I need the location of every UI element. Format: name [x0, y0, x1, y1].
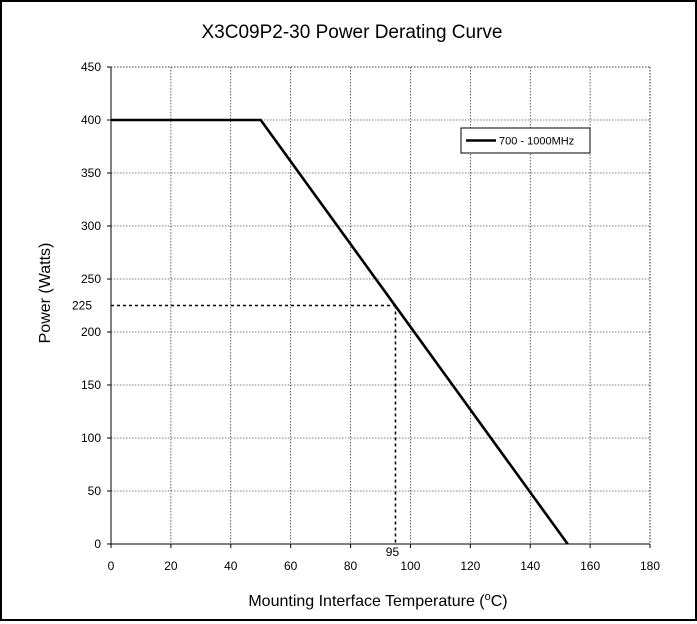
x-axis-label-main: Mounting Interface Temperature ( [248, 593, 485, 610]
x-tick-label: 40 [224, 559, 238, 573]
x-tick-labels: 0 20 40 60 80 100 120 140 160 180 [108, 559, 661, 573]
x-tick-label: 120 [460, 559, 480, 573]
x-tick-label: 0 [108, 559, 115, 573]
y-tick-labels: 0 50 100 150 200 250 300 350 400 450 [81, 60, 101, 551]
x-tick-label: 60 [284, 559, 298, 573]
annotation-label-x: 95 [386, 545, 400, 559]
y-tick-label: 300 [81, 219, 101, 233]
y-tick-label: 450 [81, 60, 101, 74]
x-axis-label-end: C) [491, 593, 508, 610]
y-tick-label: 200 [81, 325, 101, 339]
annotation-lines: 225 95 [72, 299, 399, 560]
axes [107, 66, 651, 548]
x-tick-label: 140 [520, 559, 540, 573]
x-tick-label: 160 [580, 559, 600, 573]
annotation-label-y: 225 [72, 299, 92, 313]
x-tick-label: 20 [164, 559, 178, 573]
y-tick-label: 0 [94, 537, 101, 551]
y-tick-label: 350 [81, 166, 101, 180]
y-tick-label: 150 [81, 378, 101, 392]
x-tick-label: 80 [344, 559, 358, 573]
y-tick-label: 250 [81, 272, 101, 286]
y-tick-label: 400 [81, 113, 101, 127]
y-tick-label: 50 [88, 484, 102, 498]
x-tick-label: 180 [640, 559, 660, 573]
x-tick-label: 100 [400, 559, 420, 573]
chart-title: X3C09P2-30 Power Derating Curve [202, 22, 503, 43]
series-layer [111, 118, 569, 545]
legend-label: 700 - 1000MHz [499, 136, 574, 148]
x-axis-label: Mounting Interface Temperature (oC) [248, 591, 507, 610]
x-axis-label-sup: o [485, 591, 491, 603]
y-axis-label: Power (Watts) [37, 243, 54, 344]
legend: 700 - 1000MHz [460, 127, 591, 154]
series-line [111, 118, 569, 545]
y-tick-label: 100 [81, 431, 101, 445]
